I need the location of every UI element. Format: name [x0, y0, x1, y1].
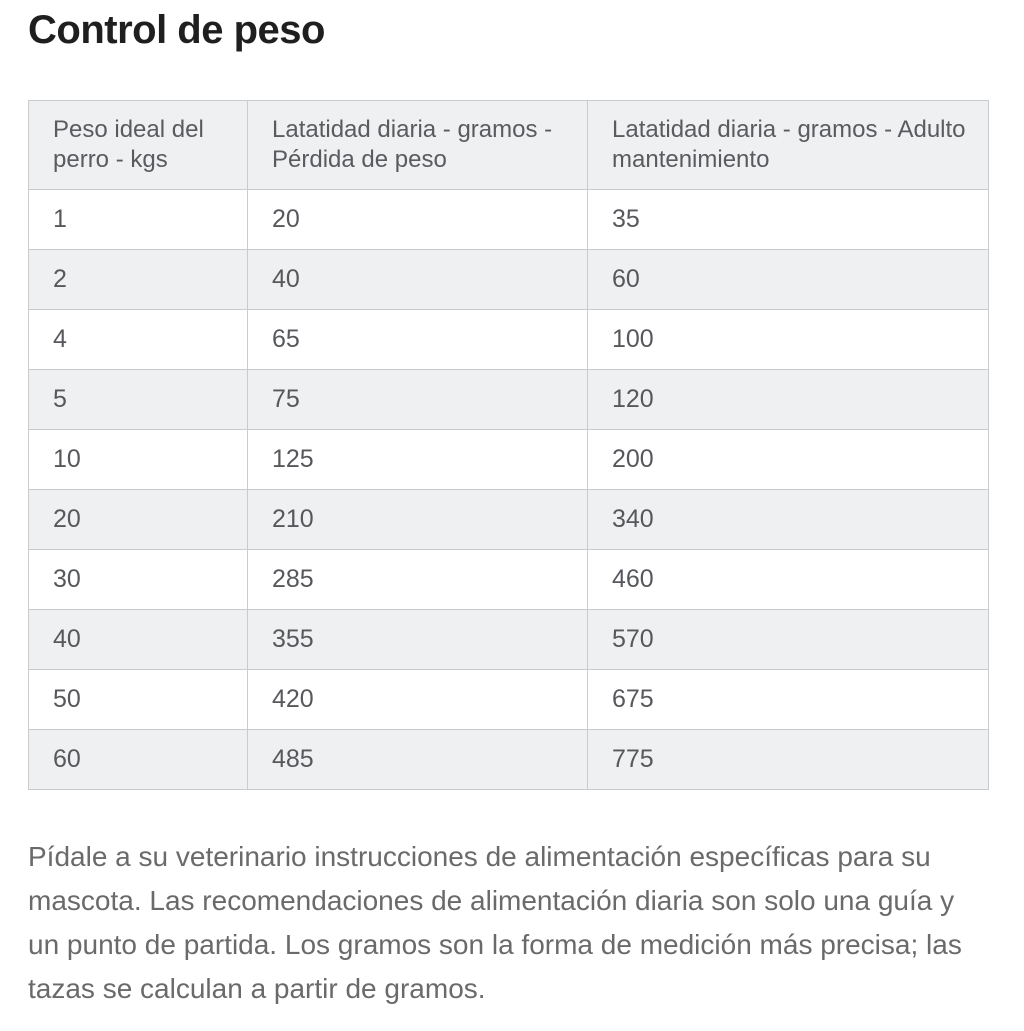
table-cell: 65 — [247, 309, 588, 370]
table-cell: 2 — [28, 249, 248, 310]
table-body: 1 20 35 2 40 60 4 65 100 5 75 120 10 125 200 20 210 340 30… — [28, 189, 989, 790]
table-cell: 570 — [587, 609, 989, 670]
table-cell: 200 — [587, 429, 989, 490]
table-cell: 30 — [28, 549, 248, 610]
table-cell: 5 — [28, 369, 248, 430]
table-row: 40 355 570 — [28, 609, 989, 670]
column-header-adult-maintenance: Latatidad diaria - gramos - Adulto mante… — [587, 100, 989, 190]
table-row: 2 40 60 — [28, 249, 989, 310]
page-title: Control de peso — [28, 8, 325, 52]
table-cell: 50 — [28, 669, 248, 730]
table-row: 50 420 675 — [28, 669, 989, 730]
table-row: 10 125 200 — [28, 429, 989, 490]
table-cell: 100 — [587, 309, 989, 370]
table-row: 5 75 120 — [28, 369, 989, 430]
table-cell: 40 — [247, 249, 588, 310]
table-cell: 125 — [247, 429, 588, 490]
table-cell: 20 — [28, 489, 248, 550]
table-cell: 60 — [28, 729, 248, 790]
table-cell: 60 — [587, 249, 989, 310]
table-row: 20 210 340 — [28, 489, 989, 550]
table-cell: 675 — [587, 669, 989, 730]
table-cell: 210 — [247, 489, 588, 550]
table-cell: 10 — [28, 429, 248, 490]
table-cell: 1 — [28, 189, 248, 250]
table-cell: 355 — [247, 609, 588, 670]
table-cell: 775 — [587, 729, 989, 790]
table-cell: 40 — [28, 609, 248, 670]
table-cell: 340 — [587, 489, 989, 550]
column-header-weight-loss: Latatidad diaria - gramos - Pérdida de p… — [247, 100, 588, 190]
table-cell: 120 — [587, 369, 989, 430]
table-cell: 420 — [247, 669, 588, 730]
table-cell: 20 — [247, 189, 588, 250]
table-row: 4 65 100 — [28, 309, 989, 370]
table-cell: 75 — [247, 369, 588, 430]
table-cell: 4 — [28, 309, 248, 370]
table-row: 60 485 775 — [28, 729, 989, 790]
table-cell: 285 — [247, 549, 588, 610]
feeding-guide-table: Peso ideal del perro - kgs Latatidad dia… — [28, 100, 989, 790]
column-header-weight: Peso ideal del perro - kgs — [28, 100, 248, 190]
table-cell: 460 — [587, 549, 989, 610]
table-cell: 485 — [247, 729, 588, 790]
table-header-row: Peso ideal del perro - kgs Latatidad dia… — [28, 100, 989, 190]
feeding-disclaimer-text: Pídale a su veterinario instrucciones de… — [28, 841, 962, 1004]
table-cell: 35 — [587, 189, 989, 250]
table-row: 30 285 460 — [28, 549, 989, 610]
table-row: 1 20 35 — [28, 189, 989, 250]
